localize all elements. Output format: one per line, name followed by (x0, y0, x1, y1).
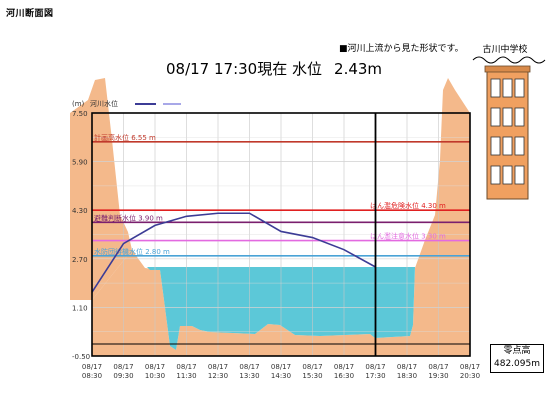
reference-label-standby_line: 水防団待機水位 2.80 m (94, 247, 170, 256)
y-tick-label: 1.10 (72, 304, 88, 312)
x-tick-date: 08/17 (302, 363, 322, 371)
school-window (514, 107, 525, 127)
x-tick-date: 08/17 (428, 363, 448, 371)
school-window (490, 165, 501, 185)
x-tick-date: 08/17 (365, 363, 385, 371)
datum-label: 零点高 (503, 346, 531, 356)
x-tick-date: 08/17 (460, 363, 480, 371)
school-window (514, 78, 525, 98)
school-window (502, 78, 513, 98)
x-tick-time: 10:30 (145, 372, 165, 380)
headline: 08/17 17:30現在 水位 2.43m (166, 58, 382, 79)
reference-label-plan_line: 計画高水位 6.55 m (94, 133, 156, 142)
y-tick-label: 5.90 (72, 159, 88, 167)
reference-label-danger_line: はん濫危険水位 4.30 m (370, 201, 446, 210)
y-tick-label: 2.70 (72, 256, 88, 264)
x-tick-date: 08/17 (145, 363, 165, 371)
y-tick-label: 4.30 (72, 207, 88, 215)
school-window (502, 107, 513, 127)
plot-frame (91, 112, 471, 357)
y-tick-label: 7.50 (72, 110, 88, 118)
x-tick-date: 08/17 (239, 363, 259, 371)
x-tick-date: 08/17 (397, 363, 417, 371)
school-wave-marker (472, 56, 546, 64)
x-tick-time: 11:30 (176, 372, 196, 380)
right-bank-terrain (415, 78, 470, 268)
x-tick-time: 09:30 (113, 372, 133, 380)
x-tick-time: 08:30 (82, 372, 102, 380)
datum-value: 482.095m (494, 359, 540, 369)
x-tick-date: 08/17 (176, 363, 196, 371)
x-tick-date: 08/17 (82, 363, 102, 371)
y-axis-unit: (m) (72, 100, 85, 108)
x-tick-time: 13:30 (239, 372, 259, 380)
school-label: 古川中学校 (482, 43, 527, 55)
school-window (514, 136, 525, 156)
x-tick-date: 08/17 (208, 363, 228, 371)
school-window (502, 136, 513, 156)
school-window (490, 78, 501, 98)
school-window (502, 165, 513, 185)
x-tick-time: 20:30 (460, 372, 480, 380)
x-tick-date: 08/17 (271, 363, 291, 371)
datum-box: 零点高 482.095m (490, 344, 544, 373)
x-tick-time: 19:30 (428, 372, 448, 380)
school-window (490, 136, 501, 156)
x-tick-time: 14:30 (271, 372, 291, 380)
x-tick-date: 08/17 (113, 363, 133, 371)
reference-label-caution_line: はん濫注意水位 3.30 m (370, 232, 446, 241)
headline-value: 2.43m (334, 60, 383, 78)
school-window (514, 165, 525, 185)
school-window (490, 107, 501, 127)
orientation-note: ■河川上流から見た形状です。 (339, 44, 464, 54)
x-tick-date: 08/17 (334, 363, 354, 371)
headline-time: 08/17 17:30現在 (166, 60, 288, 78)
x-tick-time: 12:30 (208, 372, 228, 380)
y-tick-label: -0.50 (72, 353, 90, 361)
school-roof (484, 65, 531, 73)
x-tick-time: 15:30 (302, 372, 322, 380)
headline-label: 水位 (292, 60, 323, 78)
left-bank-terrain (70, 78, 132, 300)
x-tick-time: 16:30 (334, 372, 354, 380)
water-level-line (91, 212, 376, 293)
page-title: 河川断面図 (6, 9, 54, 19)
reference-label-evac_line: 避難判断水位 3.90 m (94, 213, 163, 222)
x-tick-time: 18:30 (397, 372, 417, 380)
legend-label: 河川水位 (90, 99, 118, 108)
x-tick-time: 17:30 (365, 372, 385, 380)
